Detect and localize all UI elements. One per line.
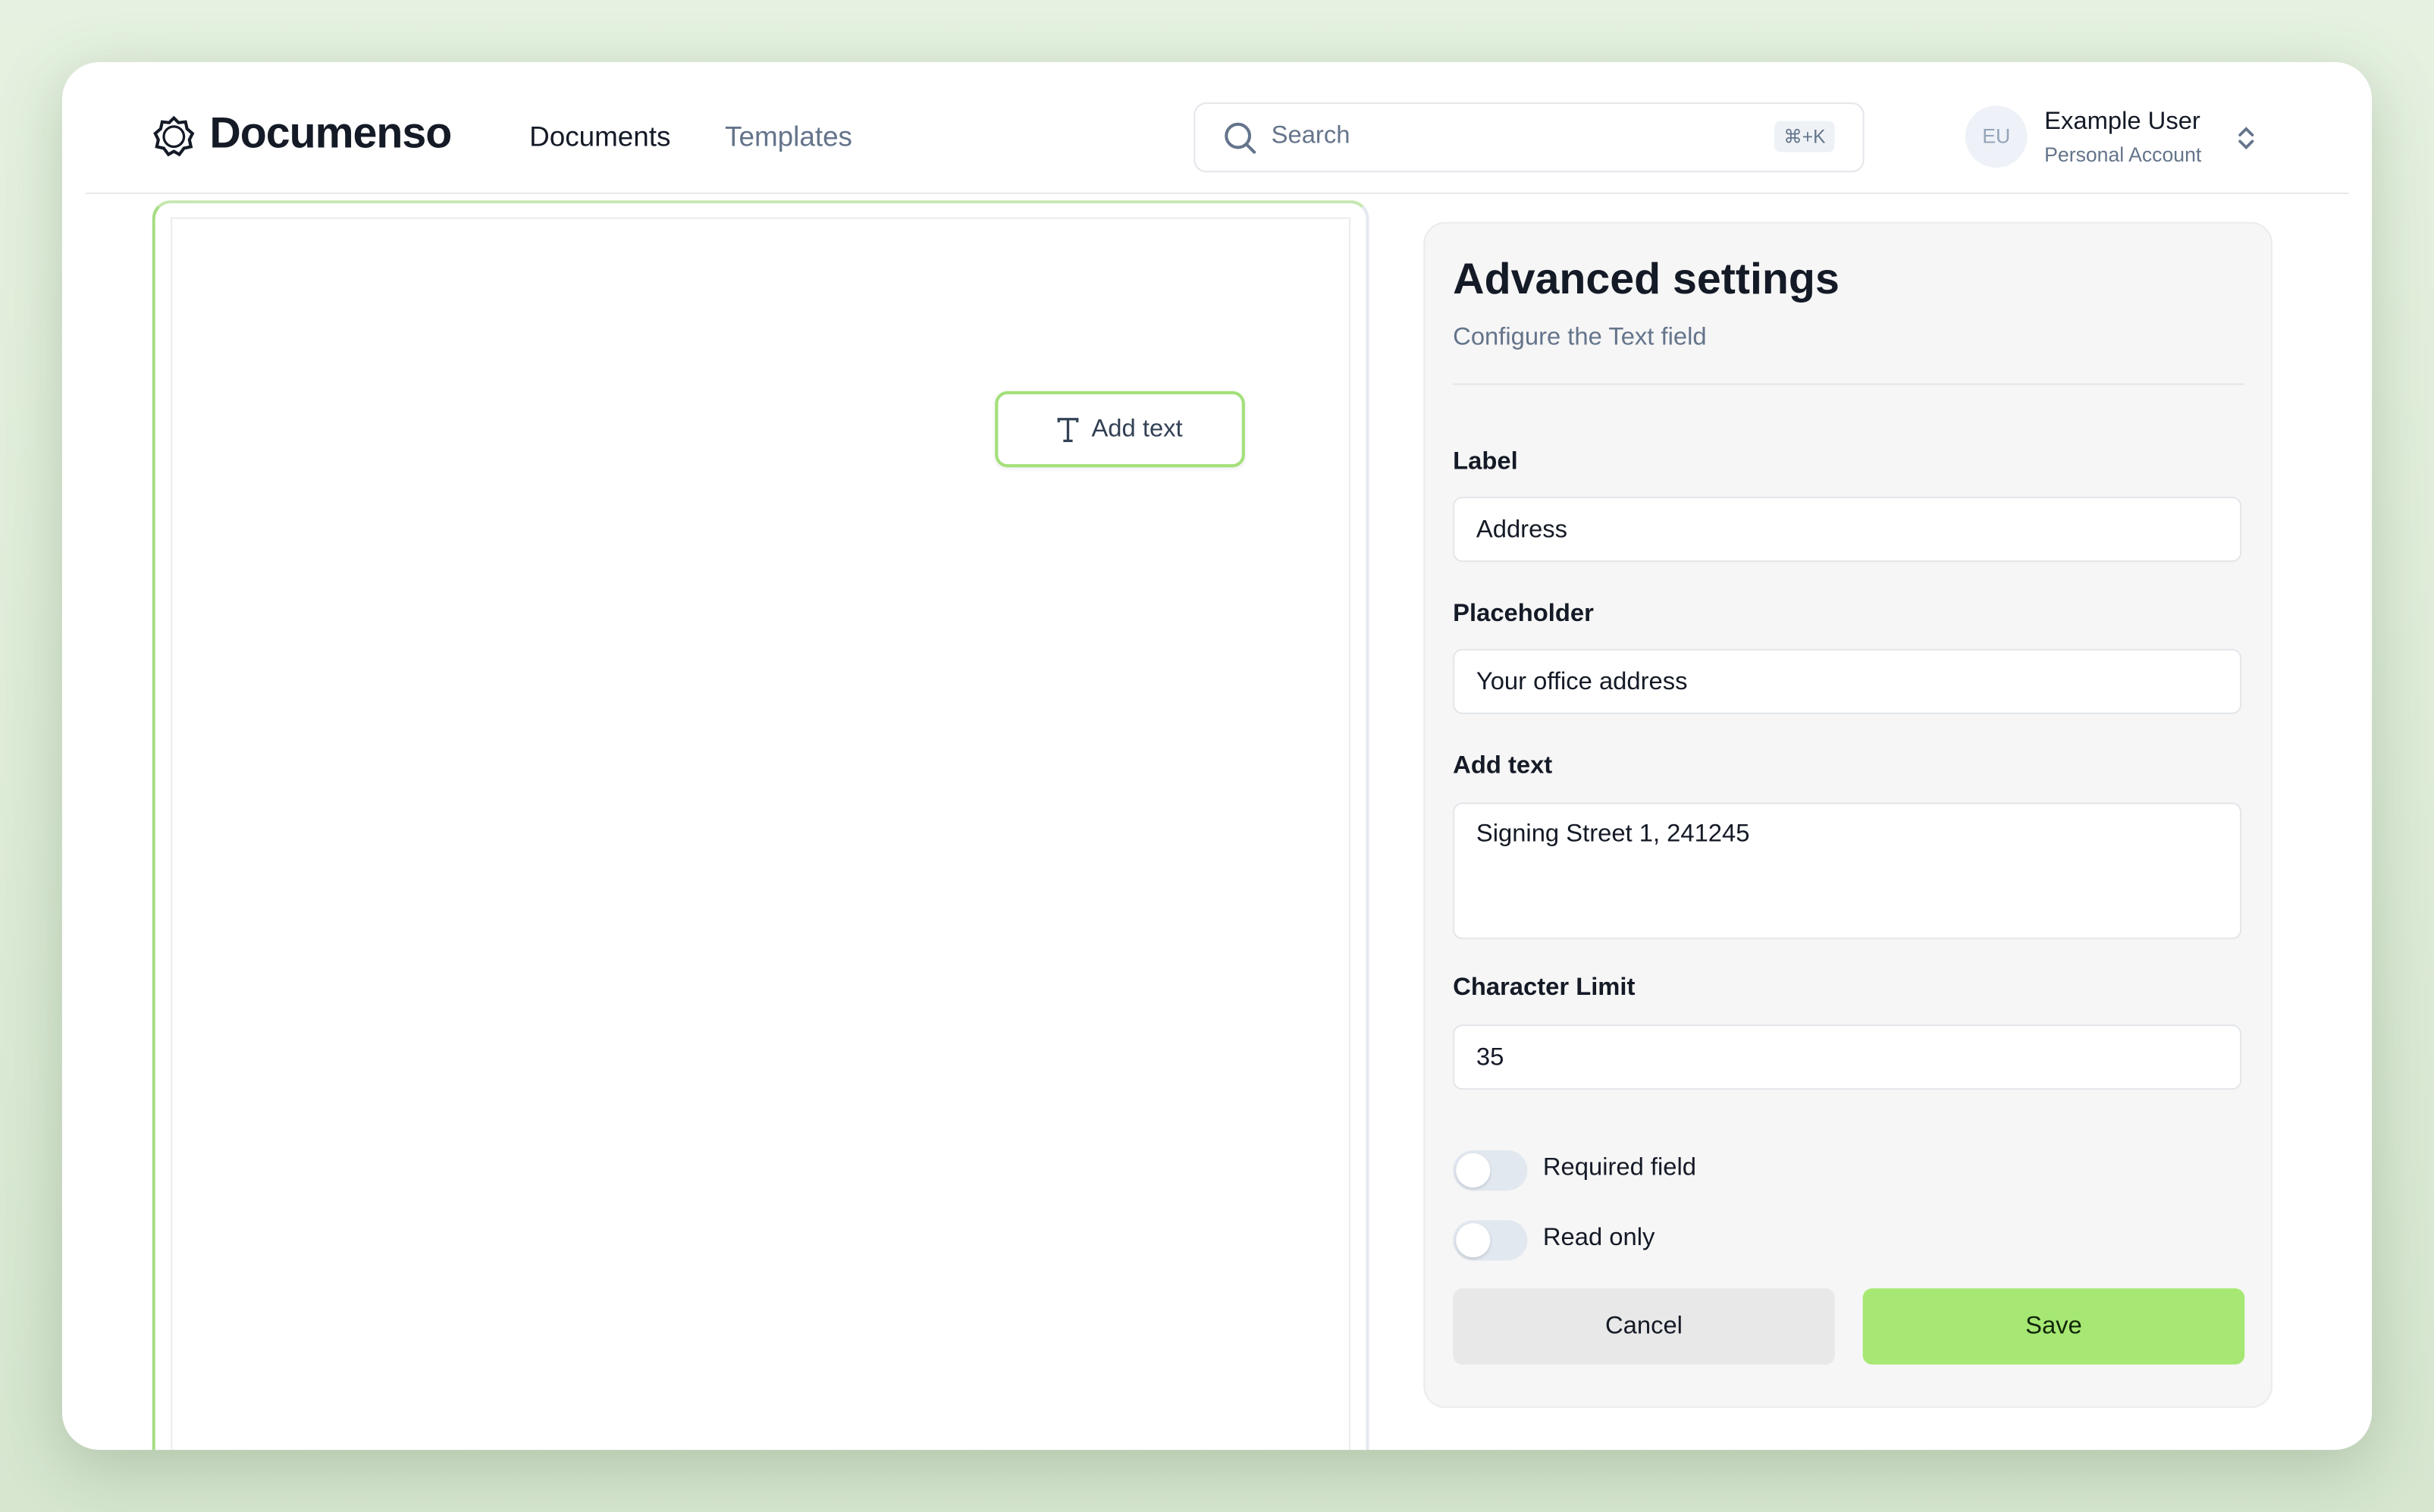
cancel-button[interactable]: Cancel	[1453, 1288, 1835, 1365]
nav-documents[interactable]: Documents	[529, 121, 671, 152]
brand-name[interactable]: Documenso	[209, 108, 452, 157]
header-divider	[85, 192, 2349, 194]
placeholder-field-label: Placeholder	[1453, 601, 1594, 628]
placeholder-input[interactable]: Your office address	[1453, 648, 2242, 714]
label-field-label: Label	[1453, 448, 1518, 475]
search-shortcut: ⌘+K	[1774, 121, 1835, 152]
save-button[interactable]: Save	[1862, 1288, 2245, 1365]
read-only-label: Read only	[1542, 1225, 1655, 1252]
user-account: Personal Account	[2044, 143, 2202, 167]
panel-subtitle: Configure the Text field	[1453, 324, 1707, 351]
read-only-toggle[interactable]	[1453, 1220, 1528, 1261]
character-limit-label: Character Limit	[1453, 974, 1636, 1002]
document-viewer	[152, 200, 1369, 1451]
text-field-on-document[interactable]: Add text	[995, 391, 1245, 468]
user-name[interactable]: Example User	[2044, 108, 2200, 136]
panel-title: Advanced settings	[1453, 254, 1840, 303]
required-field-label: Required field	[1542, 1155, 1697, 1181]
app-window: Documenso Documents Templates Search ⌘+K…	[61, 61, 2373, 1451]
advanced-settings-panel: Advanced settings Configure the Text fie…	[1423, 221, 2273, 1408]
add-text-field-label: Add text	[1453, 752, 1553, 780]
avatar[interactable]: EU	[1965, 105, 2028, 168]
search-icon	[1225, 122, 1256, 154]
search-placeholder: Search	[1271, 122, 1350, 149]
character-limit-input[interactable]: 35	[1453, 1024, 2242, 1090]
chevron-up-down-icon[interactable]	[2235, 124, 2257, 152]
document-page	[171, 217, 1351, 1451]
nav-templates[interactable]: Templates	[725, 121, 853, 152]
text-type-icon	[1057, 417, 1079, 442]
label-input[interactable]: Address	[1453, 497, 2242, 563]
search-input[interactable]: Search ⌘+K	[1193, 102, 1865, 173]
add-text-textarea[interactable]: Signing Street 1, 241245	[1453, 802, 2242, 940]
text-field-label: Add text	[1091, 415, 1183, 442]
documenso-logo-icon	[153, 115, 195, 157]
divider	[1453, 383, 2245, 385]
required-field-toggle[interactable]	[1453, 1150, 1528, 1191]
